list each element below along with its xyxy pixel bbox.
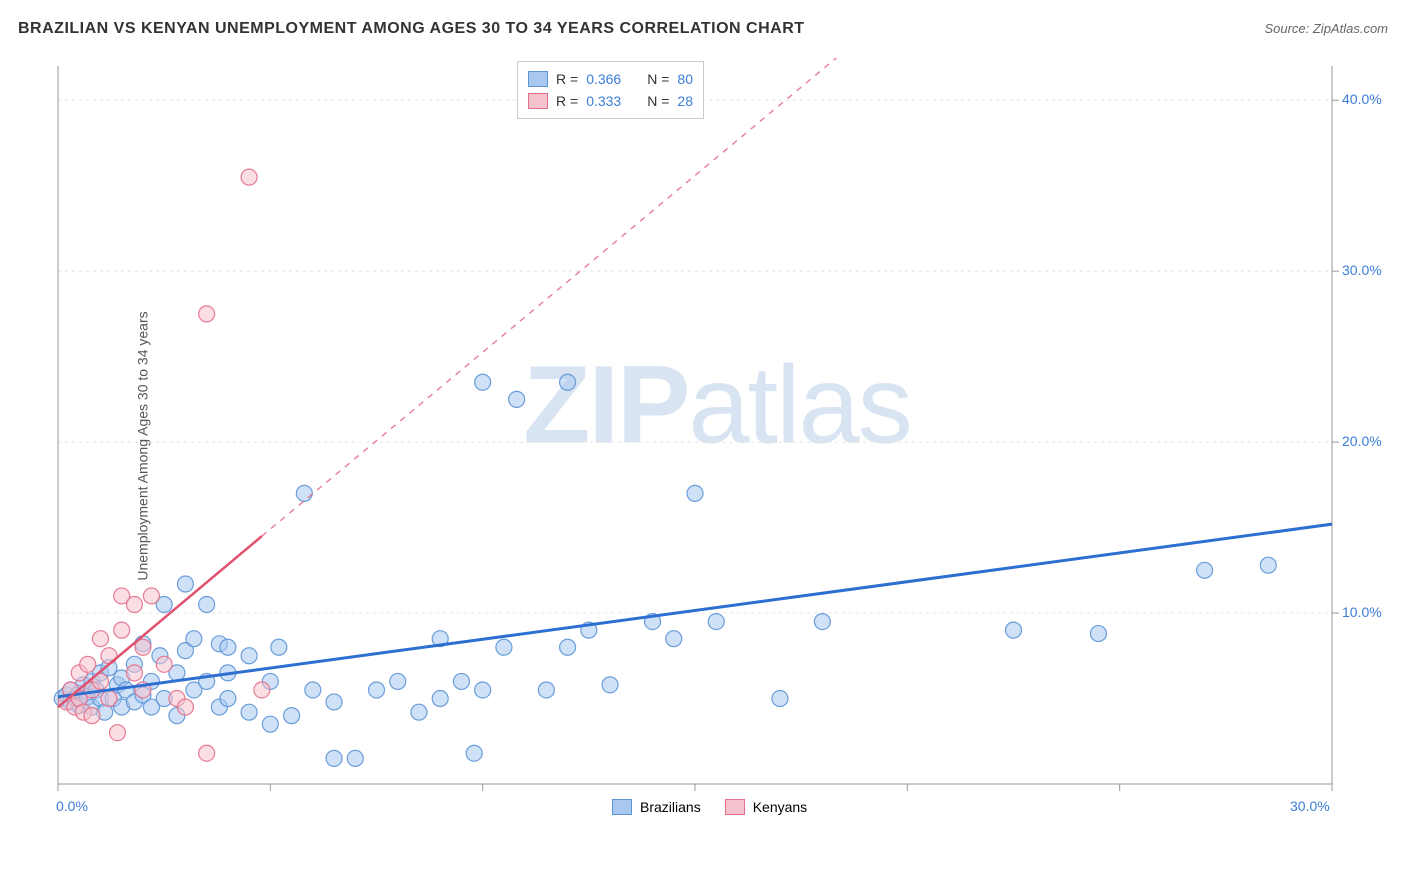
legend-swatch (528, 93, 548, 109)
series-legend-item: Brazilians (612, 796, 701, 818)
plot-area: ZIPatlas R =0.366N =80R =0.333N =28 Braz… (52, 58, 1382, 828)
series-legend-label: Kenyans (753, 799, 807, 815)
legend-swatch (612, 799, 632, 815)
legend-r-value: 0.366 (586, 71, 621, 87)
legend-n-value: 28 (677, 93, 693, 109)
stats-legend-row: R = 0.333 N = 28 (528, 90, 693, 112)
x-tick-label: 0.0% (56, 798, 88, 814)
legend-n-label: N = (647, 71, 669, 87)
legend-n-value: 80 (677, 71, 693, 87)
legend-r-label: R = (556, 93, 578, 109)
legend-r-label: R = (556, 71, 578, 87)
legend-r-value: 0.333 (586, 93, 621, 109)
legend-swatch (725, 799, 745, 815)
header: BRAZILIAN VS KENYAN UNEMPLOYMENT AMONG A… (18, 20, 1388, 38)
y-tick-label: 20.0% (1342, 433, 1382, 449)
legend-n-label: N = (647, 93, 669, 109)
stats-legend-row: R = 0.366 N = 80 (528, 68, 693, 90)
series-legend: Brazilians Kenyans (612, 796, 807, 818)
chart-title: BRAZILIAN VS KENYAN UNEMPLOYMENT AMONG A… (18, 20, 805, 38)
y-tick-label: 40.0% (1342, 91, 1382, 107)
chart-svg (52, 58, 1382, 828)
y-tick-label: 30.0% (1342, 262, 1382, 278)
legend-swatch (528, 71, 548, 87)
series-legend-item: Kenyans (725, 796, 807, 818)
y-tick-label: 10.0% (1342, 604, 1382, 620)
stats-legend: R = 0.366 N = 80 R = 0.333 N = 28 (517, 61, 704, 119)
source-attribution: Source: ZipAtlas.com (1264, 21, 1388, 36)
series-legend-label: Brazilians (640, 799, 701, 815)
x-tick-label: 30.0% (1290, 798, 1330, 814)
